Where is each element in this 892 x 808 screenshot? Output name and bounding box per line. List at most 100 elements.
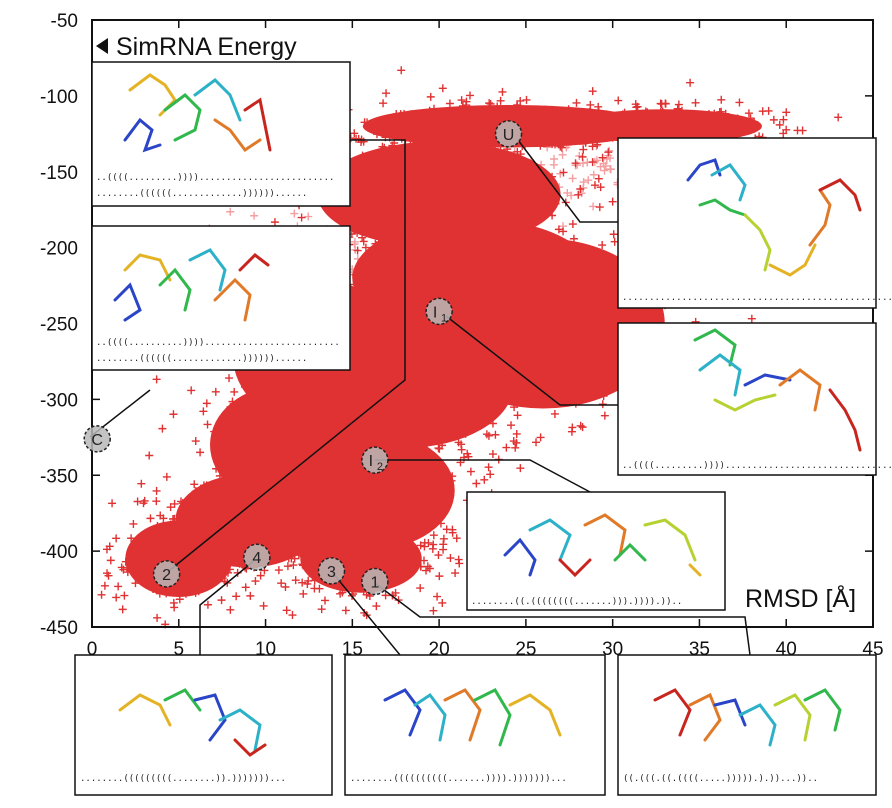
data-point bbox=[519, 197, 528, 206]
data-point bbox=[342, 470, 351, 479]
data-point bbox=[350, 291, 359, 300]
data-point bbox=[547, 253, 556, 262]
data-point bbox=[158, 424, 167, 433]
data-point bbox=[501, 370, 510, 379]
data-point bbox=[456, 316, 465, 325]
data-point bbox=[411, 260, 420, 269]
data-point bbox=[380, 439, 389, 448]
data-point bbox=[447, 252, 456, 261]
data-point bbox=[408, 282, 417, 291]
data-point bbox=[536, 433, 545, 442]
data-point bbox=[332, 212, 341, 221]
data-point bbox=[210, 489, 219, 498]
data-point bbox=[509, 437, 518, 446]
data-point bbox=[319, 418, 328, 427]
data-point bbox=[500, 266, 509, 275]
y-tick-label: -400 bbox=[40, 542, 78, 563]
data-point bbox=[430, 228, 439, 237]
data-point bbox=[434, 223, 443, 232]
data-point bbox=[531, 313, 540, 322]
data-point bbox=[769, 115, 778, 124]
data-point bbox=[342, 441, 351, 450]
data-point bbox=[588, 142, 597, 151]
data-point bbox=[607, 288, 616, 297]
data-point bbox=[558, 150, 567, 159]
data-point bbox=[588, 87, 597, 96]
data-point bbox=[460, 130, 469, 139]
data-point bbox=[444, 118, 453, 127]
data-point bbox=[191, 437, 200, 446]
data-point bbox=[347, 479, 356, 488]
data-point bbox=[424, 216, 433, 225]
data-point bbox=[294, 551, 303, 560]
data-point bbox=[391, 588, 400, 597]
data-point bbox=[391, 335, 400, 344]
data-point bbox=[705, 115, 714, 124]
data-point bbox=[160, 527, 169, 536]
data-point bbox=[491, 430, 500, 439]
data-point bbox=[507, 307, 516, 316]
data-point bbox=[462, 97, 471, 106]
data-point bbox=[571, 355, 580, 364]
data-point bbox=[179, 507, 188, 516]
data-point bbox=[458, 116, 467, 125]
data-point bbox=[322, 374, 331, 383]
data-point bbox=[227, 442, 236, 451]
data-point bbox=[322, 517, 331, 526]
data-point bbox=[591, 114, 600, 123]
data-point bbox=[417, 285, 426, 294]
data-point bbox=[436, 334, 445, 343]
data-point bbox=[483, 119, 492, 128]
data-point bbox=[329, 441, 338, 450]
data-point bbox=[599, 133, 608, 142]
data-point bbox=[442, 525, 451, 534]
data-point bbox=[293, 475, 302, 484]
data-point bbox=[440, 234, 449, 243]
data-point bbox=[256, 403, 265, 412]
data-point bbox=[413, 204, 422, 213]
data-point bbox=[405, 182, 414, 191]
data-point bbox=[368, 556, 377, 565]
data-point bbox=[395, 270, 404, 279]
data-point bbox=[501, 175, 510, 184]
data-point bbox=[541, 105, 550, 114]
inset-mid-right: ..((((.........)))).....................… bbox=[617, 322, 892, 476]
data-point bbox=[376, 503, 385, 512]
data-point bbox=[475, 190, 484, 199]
data-point bbox=[321, 496, 330, 505]
data-point bbox=[415, 407, 424, 416]
data-point bbox=[533, 238, 542, 247]
data-point bbox=[396, 325, 405, 334]
data-point bbox=[408, 329, 417, 338]
left-triangle-icon bbox=[96, 38, 108, 54]
data-point bbox=[243, 433, 252, 442]
data-point bbox=[304, 380, 313, 389]
data-point bbox=[169, 533, 178, 542]
data-point bbox=[361, 498, 370, 507]
data-point bbox=[349, 454, 358, 463]
data-point bbox=[523, 392, 532, 401]
data-point bbox=[535, 357, 544, 366]
data-point bbox=[733, 114, 742, 123]
data-point bbox=[352, 319, 361, 328]
data-point bbox=[581, 254, 590, 263]
data-point bbox=[464, 382, 473, 391]
data-point bbox=[386, 407, 395, 416]
data-point bbox=[390, 542, 399, 551]
data-point bbox=[359, 191, 368, 200]
data-point bbox=[589, 119, 598, 128]
data-point bbox=[491, 357, 500, 366]
data-point bbox=[507, 421, 516, 430]
data-point bbox=[518, 331, 527, 340]
data-point bbox=[460, 252, 469, 261]
data-point bbox=[499, 191, 508, 200]
data-point bbox=[368, 416, 377, 425]
data-point bbox=[492, 157, 501, 166]
data-point bbox=[308, 504, 317, 513]
data-point bbox=[511, 303, 520, 312]
data-point bbox=[391, 233, 400, 242]
data-point bbox=[531, 325, 540, 334]
data-point bbox=[457, 346, 465, 355]
data-point bbox=[357, 513, 366, 522]
data-point bbox=[304, 496, 313, 505]
